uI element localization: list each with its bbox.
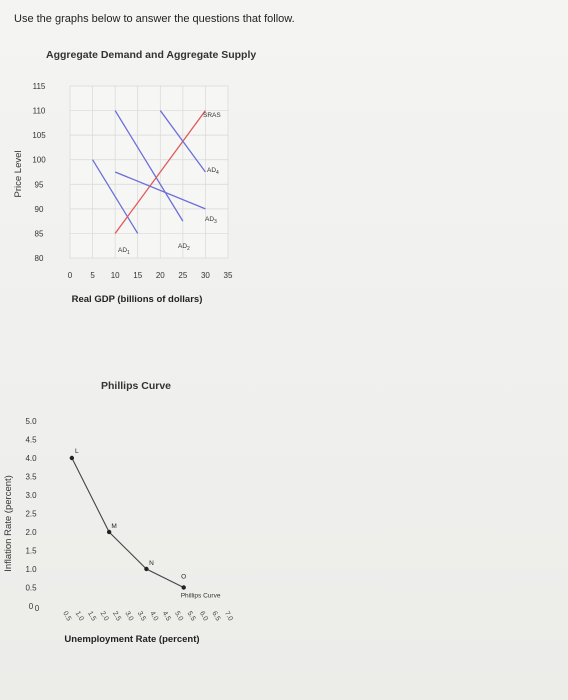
y-tick-label: 3.0 — [25, 491, 37, 500]
x-tick-label: 25 — [178, 271, 187, 280]
y-tick-label: 85 — [35, 229, 44, 238]
y-tick-label: 4.0 — [25, 454, 37, 463]
x-tick-label: 35 — [224, 271, 233, 280]
y-tick-label: 105 — [32, 131, 46, 140]
y-axis-label: Price Level — [13, 151, 24, 198]
x-tick-label: 5.5 — [186, 610, 197, 622]
y-tick-label: 115 — [33, 82, 46, 91]
x-tick-label: 20 — [156, 271, 165, 280]
y-tick-label: 1.0 — [25, 565, 37, 574]
curve-label-subscript: 1 — [127, 250, 130, 256]
x-tick-label: 5 — [90, 271, 95, 280]
curve-label-ad1: AD1 — [118, 247, 130, 256]
point-label-o: O — [181, 574, 186, 581]
point-m — [106, 529, 112, 535]
x-tick-label: 1.0 — [74, 610, 85, 622]
y-tick-label: 1.5 — [25, 547, 37, 556]
x-tick-label: 1.5 — [86, 610, 97, 622]
instructions-text: Use the graphs below to answer the quest… — [14, 13, 295, 25]
x-tick-label: 30 — [201, 271, 210, 280]
x-tick-label: 10 — [111, 271, 120, 280]
point-l — [69, 455, 75, 461]
y-tick-label: 2.5 — [25, 510, 37, 519]
x-tick-label: 0 — [68, 271, 73, 280]
series-line-ad3 — [114, 171, 206, 210]
series-line-sras — [114, 110, 206, 234]
curve-label-subscript: 4 — [216, 170, 219, 176]
series-line-ad1 — [92, 159, 139, 234]
phillips-curve-line — [71, 457, 184, 588]
y-tick-label: 95 — [35, 180, 44, 189]
y-tick-label: 110 — [33, 107, 46, 116]
ad-as-chart: 80 85 90 95 100 105 110 115 0 5 10 15 20 25 30 35 Price … — [13, 82, 233, 305]
y-tick-label: 4.5 — [25, 436, 37, 445]
x-axis-label: Real GDP (billions of dollars) — [72, 294, 203, 305]
x-tick-label: 3.0 — [123, 610, 134, 622]
x-tick-label: 0 — [35, 604, 40, 613]
x-tick-label: 4.5 — [161, 610, 172, 622]
curve-label-subscript: 3 — [214, 219, 217, 225]
y-tick-label: 100 — [32, 156, 46, 165]
x-tick-label: 2.0 — [99, 610, 110, 622]
phillips-chart-title: Phillips Curve — [101, 380, 172, 392]
x-axis-label: Unemployment Rate (percent) — [64, 634, 199, 645]
point-label-l: L — [75, 448, 79, 455]
y-tick-label: 0 — [29, 602, 34, 611]
point-n — [144, 566, 149, 572]
x-tick-label: 15 — [133, 271, 142, 280]
curve-label-subscript: 2 — [187, 246, 190, 252]
x-tick-label: 5.0 — [173, 610, 184, 622]
point-o — [181, 585, 186, 590]
curve-label-ad2: AD2 — [178, 243, 190, 252]
y-tick-label: 3.5 — [25, 473, 37, 482]
curve-label-ad4: AD4 — [207, 167, 219, 176]
x-tick-label: 3.5 — [136, 610, 147, 622]
x-tick-label: 2.5 — [111, 610, 122, 622]
curve-label-phillips: Phillips Curve — [181, 593, 221, 600]
y-tick-label: 90 — [35, 205, 44, 214]
curve-label-ad3: AD3 — [205, 216, 217, 225]
y-tick-label: 2.0 — [25, 528, 37, 537]
x-tick-label: 0.5 — [61, 610, 72, 622]
ad-as-chart-title: Aggregate Demand and Aggregate Supply — [46, 49, 257, 61]
x-tick-label: 6.0 — [198, 610, 209, 622]
point-label-n: N — [149, 560, 154, 567]
y-tick-label: 5.0 — [25, 417, 37, 426]
y-tick-label: 0.5 — [25, 584, 37, 593]
series-line-ad4 — [159, 110, 206, 173]
y-axis-label: Inflation Rate (percent) — [3, 475, 14, 572]
series-line-ad2 — [114, 110, 184, 222]
x-tick-label: 4.0 — [148, 610, 159, 622]
curve-label-sras: SRAS — [203, 112, 221, 119]
x-tick-label: 6.5 — [210, 610, 221, 622]
y-tick-label: 80 — [35, 254, 44, 263]
x-tick-label: 7.0 — [223, 610, 234, 622]
point-label-m: M — [111, 523, 116, 530]
